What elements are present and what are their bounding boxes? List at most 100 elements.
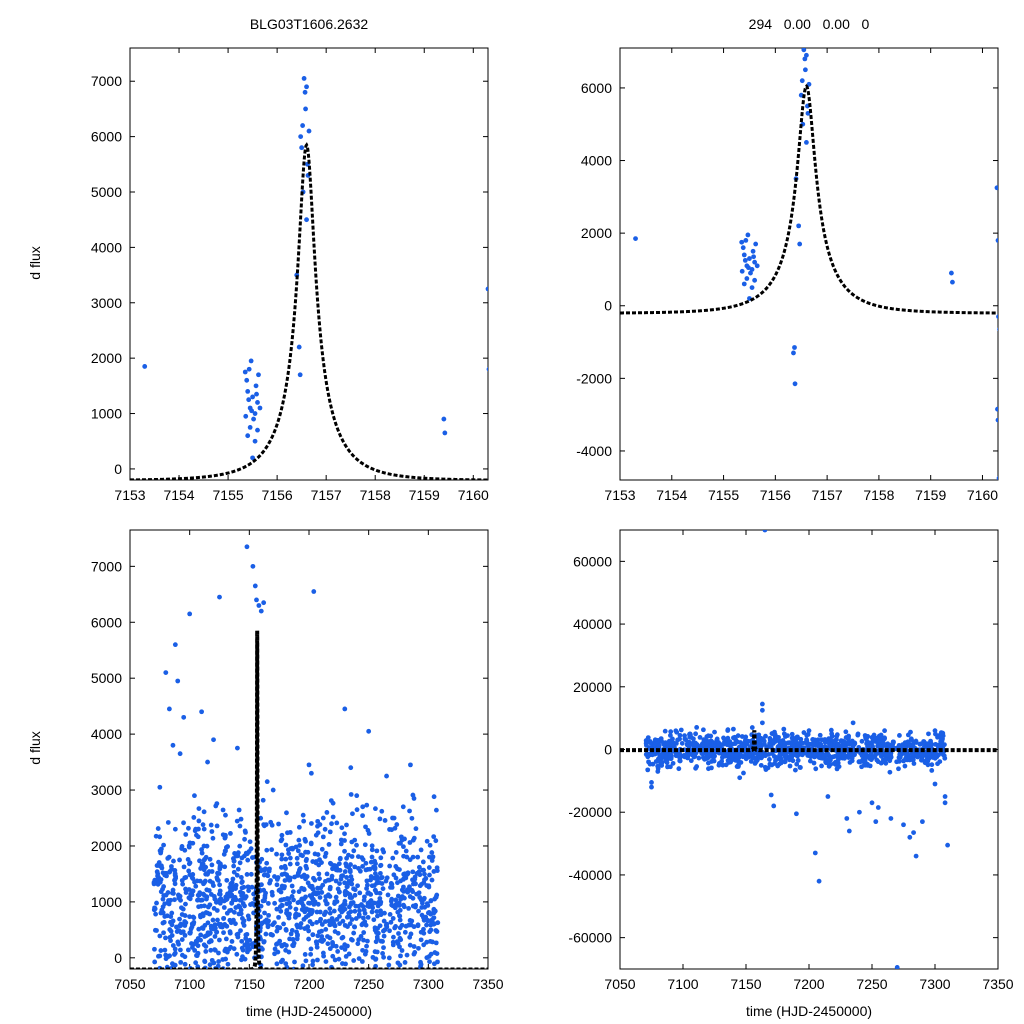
data-point — [362, 842, 368, 848]
data-point — [441, 416, 447, 422]
data-point — [750, 248, 756, 254]
data-point — [250, 563, 256, 569]
data-point — [256, 603, 262, 608]
data-point — [303, 958, 309, 964]
data-point — [207, 962, 213, 968]
data-point — [235, 850, 241, 856]
data-point — [212, 947, 218, 953]
data-point — [352, 864, 358, 870]
data-point — [224, 998, 229, 1000]
data-point — [794, 811, 799, 817]
data-point — [359, 855, 365, 861]
data-point — [356, 913, 362, 919]
data-point — [269, 847, 275, 853]
data-point — [401, 853, 406, 859]
data-point — [182, 932, 188, 938]
data-point — [172, 952, 177, 957]
data-point — [407, 934, 413, 940]
data-point — [748, 270, 753, 276]
data-point — [354, 793, 360, 799]
data-point — [248, 846, 254, 852]
data-point — [994, 185, 998, 191]
data-point — [828, 736, 833, 742]
data-point — [677, 754, 682, 760]
x-tick-label: 7150 — [730, 976, 761, 992]
data-point — [210, 880, 215, 886]
data-point — [217, 891, 223, 897]
data-point — [398, 953, 403, 959]
data-point — [911, 761, 917, 766]
data-point — [273, 997, 278, 1000]
data-point — [686, 743, 692, 749]
data-point — [323, 894, 329, 900]
data-point — [153, 911, 159, 917]
data-point — [390, 903, 396, 909]
data-point — [190, 914, 196, 920]
data-point — [401, 888, 407, 894]
data-point — [348, 792, 354, 797]
data-point — [337, 987, 342, 992]
data-point — [217, 882, 223, 888]
data-point — [740, 754, 746, 760]
data-point — [357, 908, 362, 914]
data-point — [203, 871, 209, 877]
data-point — [180, 952, 185, 958]
data-point — [829, 731, 835, 737]
data-point — [296, 824, 302, 830]
x-tick-label: 7160 — [458, 487, 489, 503]
data-point — [329, 916, 335, 921]
data-point — [317, 876, 322, 882]
data-point — [792, 752, 798, 758]
data-point — [932, 728, 938, 734]
data-point — [731, 726, 736, 732]
data-point — [172, 897, 177, 903]
data-point — [887, 758, 893, 764]
data-point — [337, 867, 343, 873]
data-point — [240, 947, 246, 953]
data-point — [179, 878, 185, 883]
data-point — [643, 751, 649, 757]
data-point — [182, 913, 188, 918]
x-tick-label: 7155 — [213, 487, 244, 503]
data-point — [711, 743, 717, 749]
data-point — [308, 841, 314, 847]
data-point — [351, 886, 356, 892]
data-point — [237, 860, 243, 866]
data-point — [204, 843, 210, 849]
data-point — [315, 852, 321, 857]
data-point — [295, 848, 301, 854]
data-point — [183, 832, 189, 837]
data-point — [215, 870, 220, 876]
data-point — [682, 736, 688, 742]
data-point — [422, 871, 427, 877]
data-point — [388, 898, 394, 904]
data-point — [651, 751, 657, 757]
data-point — [157, 834, 163, 840]
y-tick-label: -2000 — [576, 370, 612, 386]
data-point — [416, 945, 421, 951]
data-point — [284, 872, 290, 878]
data-point — [328, 971, 333, 976]
data-point — [165, 820, 171, 825]
y-tick-label: 0 — [604, 742, 612, 758]
data-point — [771, 803, 777, 809]
data-point — [237, 823, 243, 829]
data-point — [330, 953, 336, 959]
data-point — [659, 760, 665, 766]
data-point — [694, 724, 700, 730]
data-point — [375, 913, 380, 919]
data-point — [181, 714, 187, 720]
data-point — [938, 741, 944, 747]
data-point — [299, 874, 305, 879]
data-point — [166, 706, 172, 712]
data-point — [668, 752, 673, 758]
data-point — [361, 907, 367, 913]
data-point — [913, 853, 919, 859]
data-point — [386, 955, 392, 961]
data-point — [788, 740, 794, 745]
data-point — [887, 769, 893, 775]
data-point — [277, 887, 283, 893]
data-point — [384, 921, 390, 927]
data-point — [239, 885, 245, 891]
